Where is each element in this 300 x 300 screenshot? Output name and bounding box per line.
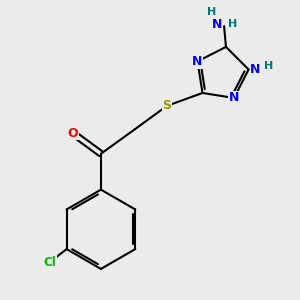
Text: N: N [250,63,261,76]
Text: H: H [207,7,217,17]
Text: N: N [229,92,239,104]
Text: S: S [163,99,172,112]
Text: N: N [192,55,203,68]
Text: H: H [264,61,273,71]
Text: Cl: Cl [43,256,56,269]
Text: O: O [67,127,78,140]
Text: N: N [212,18,223,31]
Text: H: H [228,19,237,29]
